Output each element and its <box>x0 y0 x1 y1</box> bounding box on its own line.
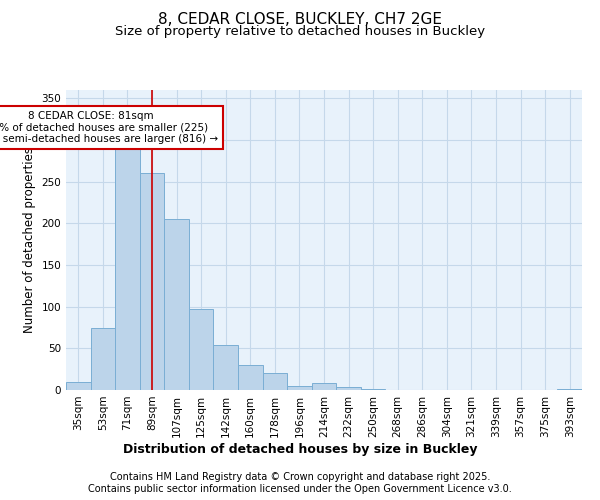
Bar <box>189 309 214 390</box>
Bar <box>164 219 189 390</box>
Bar <box>140 174 164 390</box>
Bar <box>66 382 91 390</box>
Bar <box>214 345 238 390</box>
Bar <box>238 365 263 390</box>
Bar <box>557 389 582 390</box>
Bar <box>91 328 115 390</box>
Bar <box>287 386 312 390</box>
Bar <box>263 374 287 390</box>
Bar <box>361 389 385 390</box>
Text: Contains public sector information licensed under the Open Government Licence v3: Contains public sector information licen… <box>88 484 512 494</box>
Y-axis label: Number of detached properties: Number of detached properties <box>23 147 36 333</box>
Text: Size of property relative to detached houses in Buckley: Size of property relative to detached ho… <box>115 25 485 38</box>
Text: 8 CEDAR CLOSE: 81sqm
← 21% of detached houses are smaller (225)
78% of semi-deta: 8 CEDAR CLOSE: 81sqm ← 21% of detached h… <box>0 111 218 144</box>
Text: Distribution of detached houses by size in Buckley: Distribution of detached houses by size … <box>123 442 477 456</box>
Bar <box>312 384 336 390</box>
Text: 8, CEDAR CLOSE, BUCKLEY, CH7 2GE: 8, CEDAR CLOSE, BUCKLEY, CH7 2GE <box>158 12 442 28</box>
Bar <box>336 386 361 390</box>
Bar <box>115 148 140 390</box>
Text: Contains HM Land Registry data © Crown copyright and database right 2025.: Contains HM Land Registry data © Crown c… <box>110 472 490 482</box>
